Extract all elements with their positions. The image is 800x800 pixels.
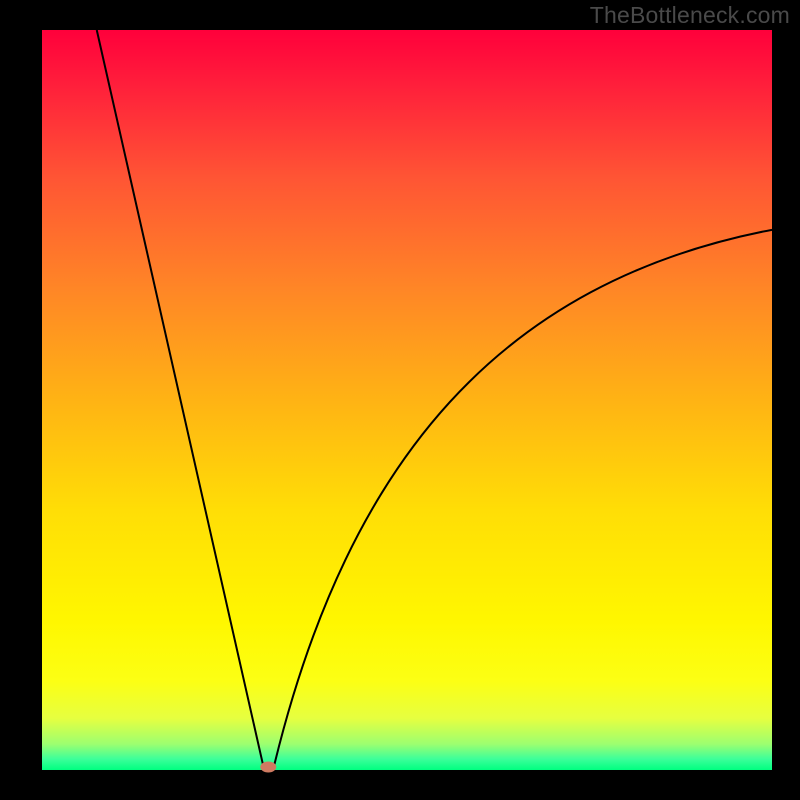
chart-stage: TheBottleneck.com — [0, 0, 800, 800]
watermark-label: TheBottleneck.com — [590, 2, 790, 29]
bottleneck-chart — [0, 0, 800, 800]
min-marker — [260, 762, 276, 773]
gradient-background — [42, 30, 772, 770]
